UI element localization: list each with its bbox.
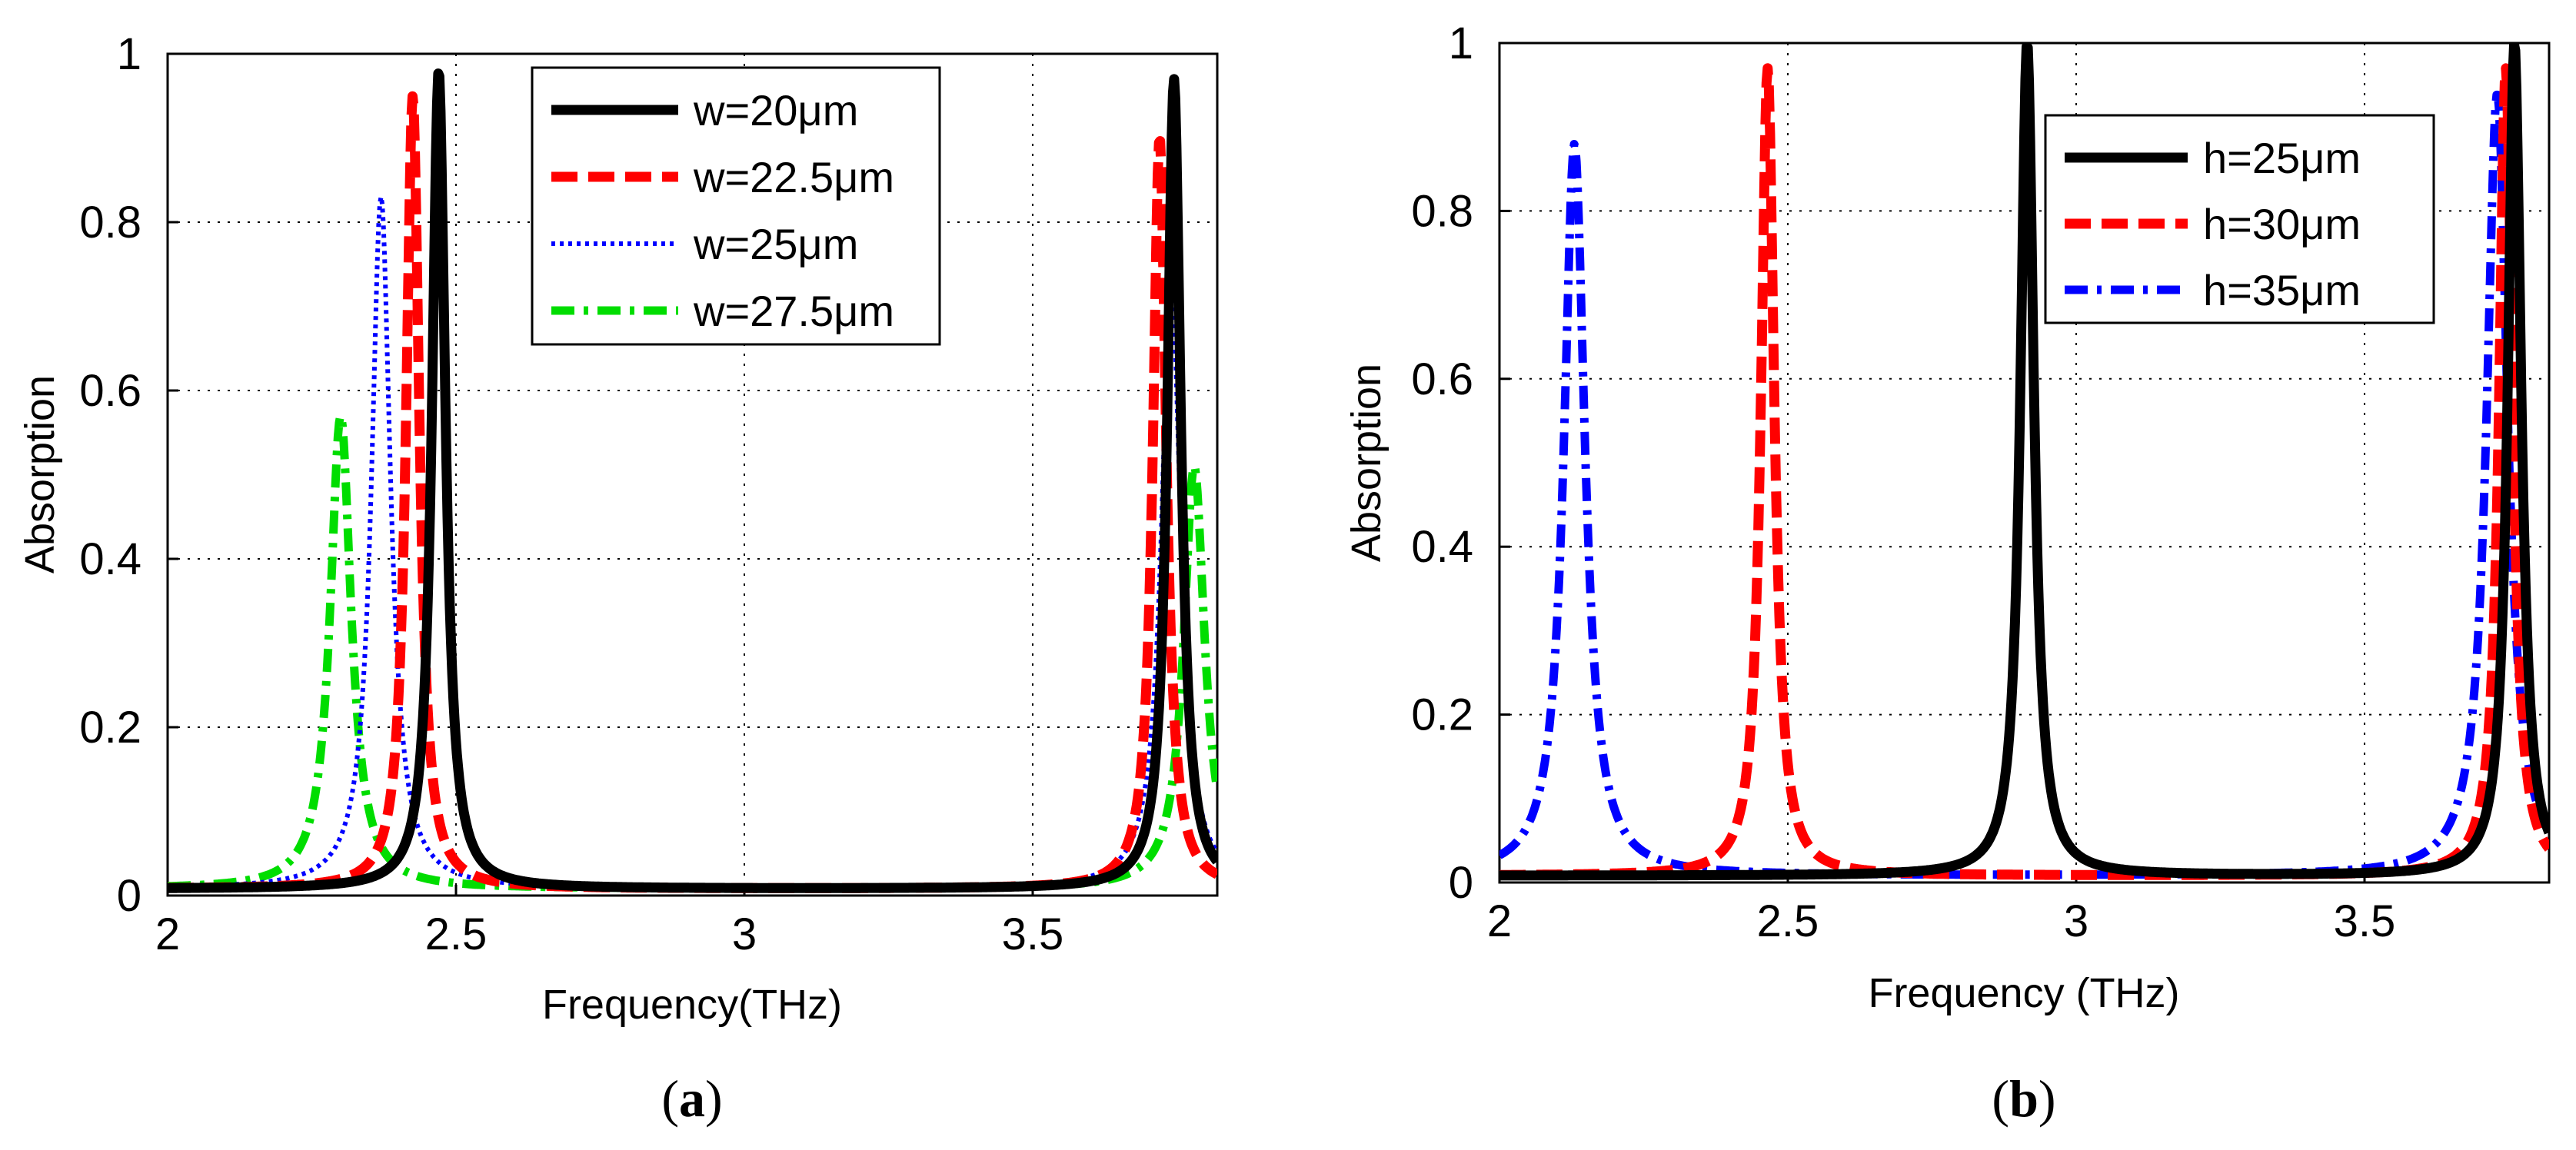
legend-a: w=20μm w=22.5μm w=25μm w=27.5μm [531, 66, 941, 346]
series-layer-b [1499, 43, 2549, 881]
x-tick-label: 3.5 [2334, 896, 2396, 946]
series-line-1 [168, 68, 1217, 893]
y-tick-label: 0.2 [79, 703, 141, 753]
y-tick-label: 0 [117, 871, 141, 921]
x-axis-label-a: Frequency(THz) [542, 982, 842, 1028]
legend-label-2: h=30μm [2203, 200, 2361, 248]
y-tick-label: 0 [1449, 858, 1473, 908]
y-tick-label: 0.6 [79, 366, 141, 416]
legend-b: h=25μm h=30μm h=35μm [2044, 114, 2435, 324]
y-tick-label: 0.4 [79, 534, 141, 584]
legend-label-3: w=25μm [693, 220, 858, 268]
legend-label-1: w=20μm [693, 86, 858, 135]
x-tick-label: 2.5 [425, 909, 488, 959]
series-line-4 [168, 411, 1217, 892]
y-ticks-b: 0 0.2 0.4 0.6 0.8 1 [1411, 18, 1510, 908]
legend-label-4: w=27.5μm [693, 287, 894, 335]
x-tick-label: 3 [2064, 896, 2088, 946]
x-tick-label: 2.5 [1757, 896, 1819, 946]
panel-a: 2 2.5 3 3.5 0 0.2 0.4 0.6 0.8 1 Frequency(THz) A… [17, 29, 1219, 1128]
x-tick-label: 3.5 [1002, 909, 1064, 959]
y-tick-label: 1 [1449, 18, 1473, 68]
caption-a: (a) [661, 1069, 722, 1128]
y-ticks-a: 0 0.2 0.4 0.6 0.8 1 [79, 29, 178, 921]
y-axis-label-b: Absorption [1343, 364, 1390, 562]
x-tick-label: 3 [732, 909, 757, 959]
plot-frame-a [166, 52, 1219, 897]
y-tick-label: 0.6 [1411, 354, 1473, 404]
y-tick-label: 0.8 [1411, 186, 1473, 236]
y-tick-label: 0.4 [1411, 522, 1473, 572]
x-tick-label: 2 [1487, 896, 1512, 946]
legend-box-b [2044, 114, 2435, 324]
caption-letter-b: b [2009, 1069, 2039, 1128]
x-axis-label-b: Frequency (THz) [1868, 970, 2179, 1016]
legend-label-3: h=35μm [2203, 266, 2361, 314]
series-layer-a [168, 68, 1217, 893]
y-tick-label: 1 [117, 29, 141, 79]
x-tick-label: 2 [155, 909, 180, 959]
legend-label-2: w=22.5μm [693, 153, 894, 201]
y-axis-label-a: Absorption [17, 375, 63, 573]
panel-b: 2 2.5 3 3.5 00.20.40.60.81 Frequency (THz) … [1343, 18, 2551, 1128]
y-tick-label: 0.8 [79, 198, 141, 248]
caption-b: (b) [1992, 1069, 2055, 1128]
y-tick-label: 0.2 [1411, 690, 1473, 740]
x-ticks-a: 2 2.5 3 3.5 [155, 885, 1063, 959]
series-line-3 [1499, 90, 2549, 879]
x-ticks-b: 2 2.5 3 3.5 [1487, 872, 2395, 946]
series-line-1 [1499, 43, 2549, 881]
legend-label-1: h=25μm [2203, 134, 2361, 182]
caption-letter-a: a [679, 1069, 705, 1128]
